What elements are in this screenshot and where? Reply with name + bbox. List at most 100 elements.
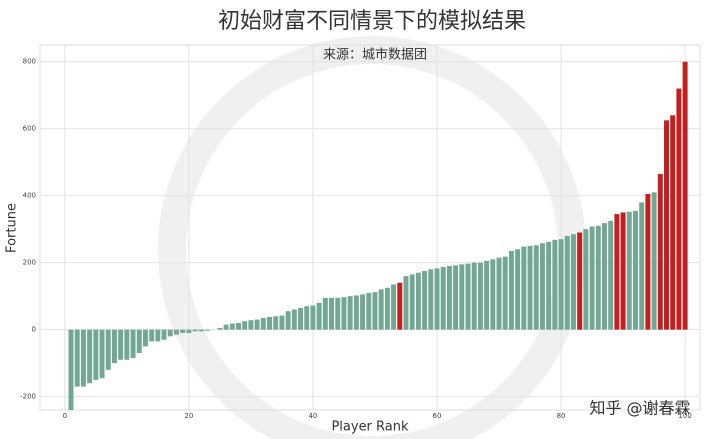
bar xyxy=(515,249,521,330)
bar xyxy=(539,243,545,330)
bar xyxy=(366,292,372,330)
bar xyxy=(391,284,397,330)
bar xyxy=(502,256,508,330)
bar xyxy=(434,268,440,330)
bar xyxy=(87,329,93,384)
y-tick-label: 600 xyxy=(23,125,36,133)
x-tick-label: 100 xyxy=(678,412,691,420)
bar xyxy=(558,239,564,330)
bar xyxy=(639,202,645,330)
bar xyxy=(670,115,676,330)
bar xyxy=(205,329,210,331)
bar xyxy=(254,319,260,330)
bar xyxy=(372,292,378,330)
bar xyxy=(403,276,409,330)
bar xyxy=(583,229,589,330)
bar xyxy=(508,250,514,330)
bar xyxy=(229,323,235,330)
bar xyxy=(409,274,415,330)
bar xyxy=(136,329,142,354)
bar xyxy=(304,306,310,330)
x-tick-label: 40 xyxy=(308,412,317,420)
bar xyxy=(546,241,552,330)
bar xyxy=(192,329,198,332)
bar xyxy=(142,329,148,347)
bar xyxy=(440,267,446,330)
bar xyxy=(360,294,366,330)
bar xyxy=(267,316,272,330)
chart-subtitle: 来源：城市数据团 xyxy=(323,47,427,63)
y-tick-label: -200 xyxy=(20,393,36,401)
x-tick-label: 0 xyxy=(63,412,67,420)
watermark: 知乎 @谢春霖 xyxy=(589,399,690,418)
bar xyxy=(242,321,248,330)
bar xyxy=(626,211,632,330)
bar xyxy=(341,297,347,330)
bar xyxy=(378,289,384,330)
bar xyxy=(130,329,136,359)
bar xyxy=(173,329,179,335)
bar xyxy=(310,305,316,330)
bar xyxy=(446,266,452,330)
bar xyxy=(608,220,614,330)
bar xyxy=(316,302,322,330)
bar xyxy=(484,260,490,330)
bar xyxy=(477,262,483,330)
bar xyxy=(651,192,657,330)
bar xyxy=(384,287,390,330)
bar xyxy=(633,210,638,330)
bar xyxy=(198,329,204,332)
bar xyxy=(527,245,533,330)
bar xyxy=(471,262,477,330)
bar xyxy=(589,226,595,330)
bar xyxy=(682,61,688,330)
bar xyxy=(552,239,558,330)
bar xyxy=(676,88,682,330)
bar xyxy=(329,297,335,330)
bar xyxy=(645,194,651,330)
x-axis-label: Player Rank xyxy=(331,420,409,435)
y-tick-label: 400 xyxy=(23,192,36,200)
bar xyxy=(614,214,620,330)
bar xyxy=(347,296,353,330)
bar xyxy=(223,324,229,330)
bar xyxy=(459,264,465,330)
y-axis-label: Fortune xyxy=(5,203,20,253)
bar xyxy=(99,329,105,379)
bar xyxy=(577,232,583,330)
bar xyxy=(74,329,80,387)
bar xyxy=(124,329,130,360)
bar xyxy=(570,234,576,330)
bar xyxy=(664,120,669,330)
bar xyxy=(465,263,471,330)
bar xyxy=(186,329,192,333)
bar xyxy=(595,225,601,330)
bar xyxy=(298,307,304,330)
bar xyxy=(564,235,570,330)
x-tick-label: 20 xyxy=(184,412,193,420)
bar xyxy=(236,322,241,330)
bar xyxy=(217,327,223,330)
bar xyxy=(80,329,86,387)
bar xyxy=(422,271,428,330)
bar xyxy=(322,297,328,330)
plot-frame xyxy=(39,44,701,411)
bar xyxy=(657,173,663,330)
bar xyxy=(533,245,539,330)
bar xyxy=(105,329,111,370)
bar xyxy=(68,329,74,410)
bar xyxy=(601,223,607,330)
y-tick-label: 800 xyxy=(23,58,36,66)
bar xyxy=(620,212,626,330)
bar xyxy=(273,316,279,330)
x-tick-label: 60 xyxy=(433,412,442,420)
bar xyxy=(149,329,155,342)
bar xyxy=(353,295,359,330)
bar xyxy=(180,329,186,333)
bar xyxy=(260,317,266,330)
bar xyxy=(161,329,167,340)
bar xyxy=(118,329,124,360)
x-tick-label: 80 xyxy=(557,412,566,420)
y-tick-label: 0 xyxy=(32,326,36,334)
bar xyxy=(167,329,173,337)
